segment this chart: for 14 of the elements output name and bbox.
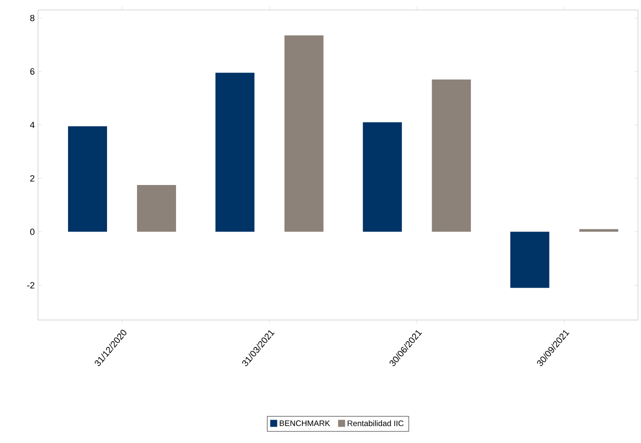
bar xyxy=(284,35,324,232)
bar xyxy=(432,79,471,232)
y-tick-label: 6 xyxy=(30,68,34,75)
bar xyxy=(215,72,254,232)
bar xyxy=(510,232,550,288)
bar xyxy=(68,126,108,232)
y-tick-label: 8 xyxy=(30,14,34,22)
bar xyxy=(137,185,176,232)
y-tick-label: 0 xyxy=(30,228,34,235)
y-tick-label: -2 xyxy=(27,282,34,288)
y-tick-label: 4 xyxy=(30,122,35,128)
bar xyxy=(362,122,402,232)
bar xyxy=(579,229,618,232)
y-tick-label: 2 xyxy=(30,175,34,182)
